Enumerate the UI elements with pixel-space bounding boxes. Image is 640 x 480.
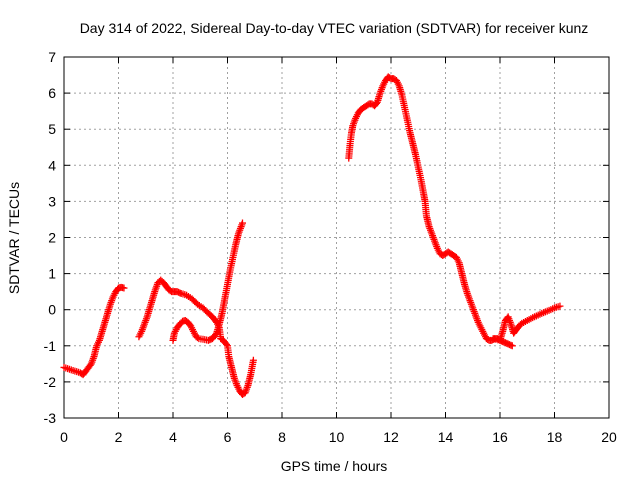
y-tick-label: 5 [48, 121, 56, 137]
y-tick-label: 3 [48, 193, 56, 209]
y-tick-label: 0 [48, 302, 56, 318]
y-tick-label: 6 [48, 85, 56, 101]
data-point [238, 219, 246, 227]
y-tick-label: 2 [48, 230, 56, 246]
data-point [212, 331, 220, 339]
x-tick-label: 0 [60, 429, 68, 445]
data-point [222, 340, 230, 348]
y-tick-label: -2 [44, 374, 57, 390]
x-tick-label: 12 [383, 429, 399, 445]
x-tick-label: 4 [169, 429, 177, 445]
data-point [249, 356, 257, 364]
y-axis-label: SDTVAR / TECUs [6, 182, 22, 294]
x-tick-label: 10 [329, 429, 345, 445]
data-point [556, 302, 564, 310]
x-tick-label: 18 [547, 429, 563, 445]
data-point [508, 342, 516, 350]
y-tick-label: 7 [48, 49, 56, 65]
y-tick-label: -3 [44, 410, 57, 426]
x-tick-label: 20 [601, 429, 617, 445]
x-tick-label: 14 [438, 429, 454, 445]
data-point [372, 99, 380, 107]
data-point [120, 284, 128, 292]
data-points [60, 73, 564, 399]
data-point [194, 334, 202, 342]
x-tick-label: 16 [492, 429, 508, 445]
y-tick-label: 1 [48, 266, 56, 282]
x-tick-label: 2 [115, 429, 123, 445]
y-tick-label: 4 [48, 157, 56, 173]
y-tick-label: -1 [44, 338, 57, 354]
grid [64, 57, 609, 418]
x-tick-label: 8 [278, 429, 286, 445]
x-tick-label: 6 [224, 429, 232, 445]
chart-title: Day 314 of 2022, Sidereal Day-to-day VTE… [80, 20, 589, 36]
x-axis-label: GPS time / hours [281, 458, 388, 474]
